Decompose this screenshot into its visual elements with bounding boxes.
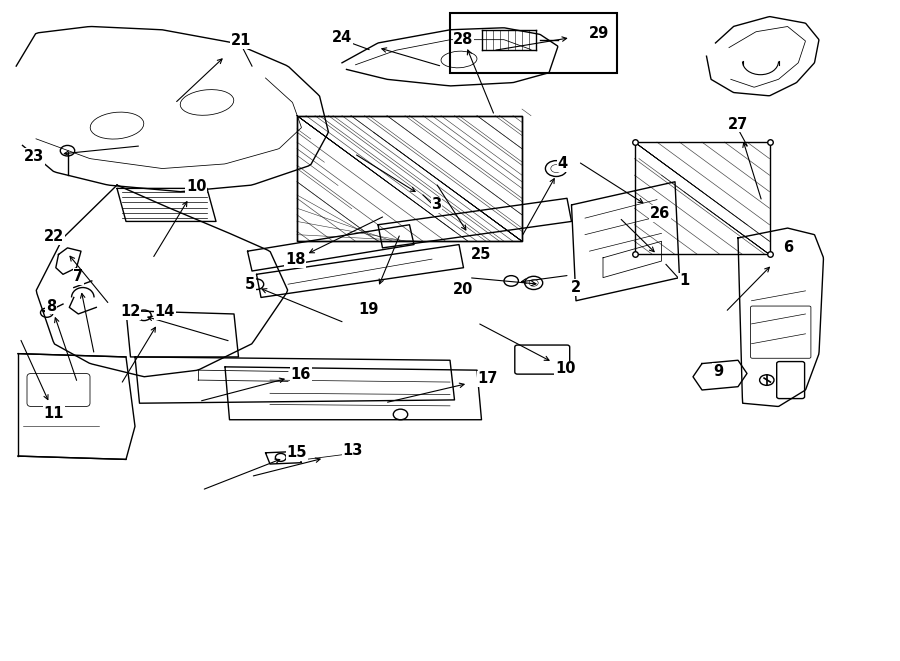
Text: 29: 29 <box>589 26 608 40</box>
Text: 1: 1 <box>679 274 689 288</box>
Text: 10: 10 <box>555 362 575 376</box>
Text: 28: 28 <box>454 32 473 47</box>
Text: 17: 17 <box>478 371 498 386</box>
Text: 14: 14 <box>155 305 175 319</box>
Text: 13: 13 <box>343 444 363 458</box>
Text: 26: 26 <box>650 206 670 221</box>
Text: 21: 21 <box>231 34 251 48</box>
Text: 24: 24 <box>332 30 352 44</box>
Text: 15: 15 <box>287 446 307 460</box>
Text: 6: 6 <box>783 241 794 255</box>
Text: 11: 11 <box>44 406 64 420</box>
Text: 23: 23 <box>24 149 44 164</box>
Text: 3: 3 <box>431 198 442 212</box>
Text: 27: 27 <box>728 117 748 132</box>
Text: 12: 12 <box>121 305 140 319</box>
Text: 10: 10 <box>186 179 206 194</box>
Text: 2: 2 <box>571 280 581 295</box>
Text: 25: 25 <box>472 247 491 262</box>
Text: 22: 22 <box>44 229 64 244</box>
Text: 19: 19 <box>359 302 379 317</box>
Text: 8: 8 <box>46 299 57 313</box>
Text: 16: 16 <box>291 368 310 382</box>
Text: 5: 5 <box>245 277 256 292</box>
Text: 4: 4 <box>557 157 568 171</box>
Text: 7: 7 <box>73 269 84 284</box>
Text: 20: 20 <box>454 282 473 297</box>
Text: 18: 18 <box>285 253 305 267</box>
Text: 9: 9 <box>713 364 724 379</box>
